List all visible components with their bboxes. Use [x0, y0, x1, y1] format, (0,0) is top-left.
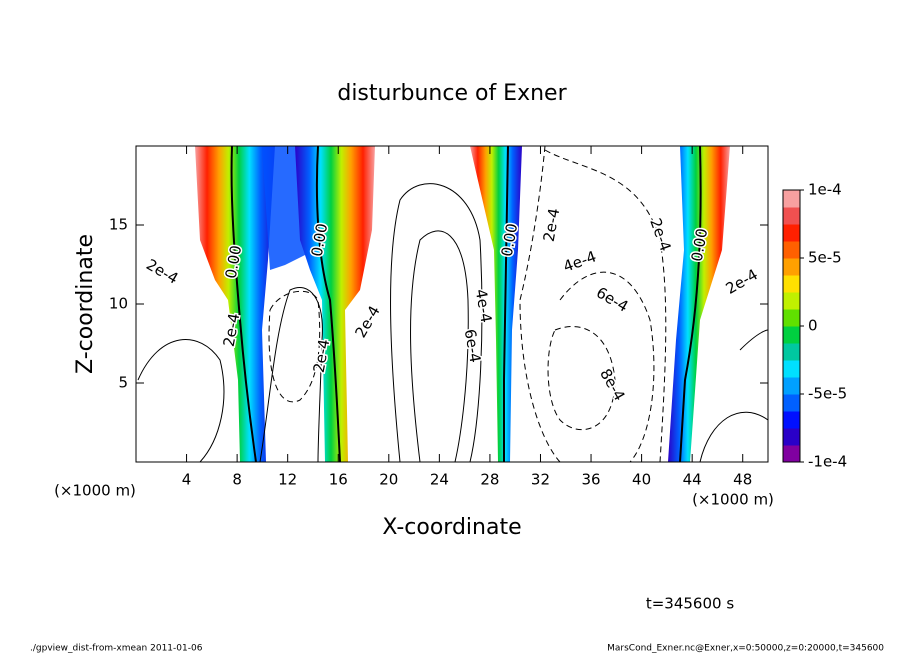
colorbar-swatch: [783, 292, 800, 310]
colorbar-tick-label: 5e-5: [808, 249, 842, 267]
colorbar-swatch: [783, 394, 800, 412]
x-tick-label: 36: [581, 471, 600, 489]
colorbar-tick-label: 0: [808, 317, 818, 335]
x-axis-label: X-coordinate: [382, 515, 521, 540]
colorbar-swatch: [783, 343, 800, 361]
x-tick-label: 8: [232, 471, 242, 489]
colorbar-swatch: [783, 207, 800, 225]
x-tick-label: 4: [182, 471, 192, 489]
contour-label: 6e-4: [461, 328, 485, 364]
contour-label: 2e-4: [351, 303, 383, 341]
footer-right: MarsCond_Exner.nc@Exner,x=0:50000,z=0:20…: [607, 644, 884, 654]
contour-label: 2e-4: [723, 265, 761, 297]
x-tick-label: 48: [733, 471, 752, 489]
footer-left: ./gpview_dist-from-xmean 2011-01-06: [30, 644, 203, 654]
colorbar-tick-label: -5e-5: [808, 385, 847, 403]
x-tick-label: 44: [683, 471, 702, 489]
field: [137, 146, 768, 462]
colorbar-tick-label: -1e-4: [808, 453, 847, 471]
colorbar-tick-label: 1e-4: [808, 181, 842, 199]
y-tick-label: 5: [118, 374, 128, 392]
colorbar-swatch: [783, 411, 800, 429]
x-unit: (×1000 m): [692, 491, 774, 509]
x-tick-label: 20: [379, 471, 398, 489]
x-tick-label: 32: [531, 471, 550, 489]
contour-label: 4e-4: [472, 288, 496, 324]
colorbar-swatch: [783, 360, 800, 378]
colorbar-swatch: [783, 326, 800, 344]
y-unit: (×1000 m): [54, 482, 136, 500]
contour-label: 4e-4: [561, 247, 599, 275]
contour-label: 2e-4: [540, 207, 564, 243]
x-tick-label: 12: [278, 471, 297, 489]
y-axis-label: Z-coordinate: [73, 234, 98, 374]
colorbar-swatch: [783, 190, 800, 208]
contour-label: 6e-4: [593, 283, 631, 315]
y-tick-label: 15: [109, 216, 128, 234]
y-tick-label: 10: [109, 295, 128, 313]
contour-label: 2e-4: [646, 216, 674, 254]
colorbar-swatch: [783, 275, 800, 293]
x-tick-label: 16: [329, 471, 348, 489]
colorbar-swatch: [783, 258, 800, 276]
chart-title: disturbunce of Exner: [337, 81, 567, 106]
colorbar-swatch: [783, 377, 800, 395]
colorbar-swatch: [783, 241, 800, 259]
colorbar-swatch: [783, 309, 800, 327]
time-label: t=345600 s: [646, 595, 734, 613]
contour-label: 8e-4: [596, 366, 628, 404]
colorbar-swatch: [783, 428, 800, 446]
x-tick-label: 28: [480, 471, 499, 489]
colorbar-swatch: [783, 224, 800, 242]
colorbar-swatch: [783, 445, 800, 463]
x-tick-label: 40: [632, 471, 651, 489]
x-tick-label: 24: [430, 471, 449, 489]
contour-label: 2e-4: [143, 255, 181, 287]
